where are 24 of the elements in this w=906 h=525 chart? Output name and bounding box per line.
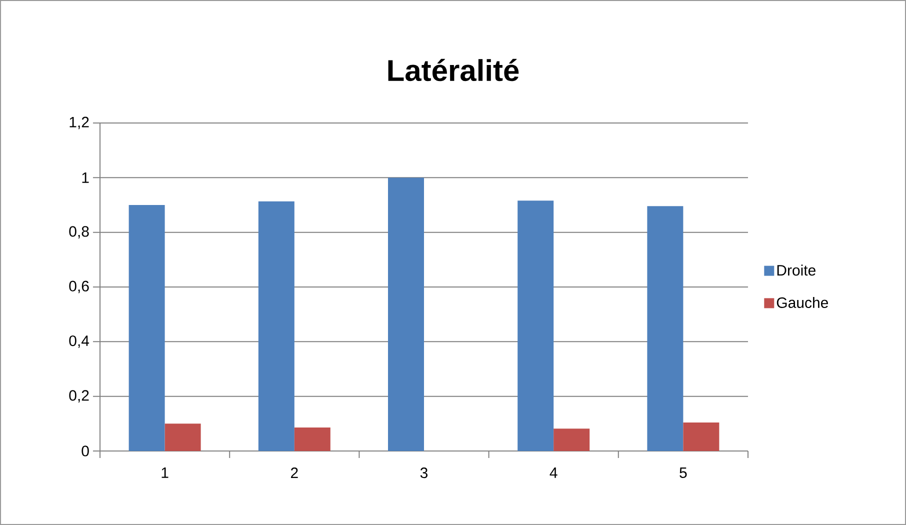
bar (294, 427, 330, 451)
x-tick-label: 3 (420, 468, 428, 478)
bar (518, 200, 554, 451)
bar (554, 428, 590, 451)
bar (164, 424, 201, 451)
bar (258, 201, 294, 451)
y-tick-label: 0 (82, 446, 89, 456)
legend-label: Droite (777, 264, 816, 276)
y-tick-label: 1,2 (70, 116, 89, 130)
chart-title: Latéralité (388, 58, 519, 82)
bar (647, 206, 684, 451)
x-tick-label: 2 (290, 468, 298, 478)
y-tick-label: 0,8 (69, 226, 89, 239)
x-tick-label: 1 (162, 468, 168, 478)
y-tick-label: 0,4 (69, 335, 90, 348)
bar (388, 178, 424, 451)
bar (128, 204, 165, 451)
x-tick-label: 5 (680, 468, 687, 478)
bar (683, 422, 720, 451)
y-tick-label: 0,6 (69, 280, 89, 294)
x-tick-label: 4 (550, 468, 558, 478)
y-tick-label: 1 (82, 172, 89, 183)
y-tick-label: 0,2 (69, 390, 89, 403)
legend-label: Gauche (776, 296, 828, 308)
